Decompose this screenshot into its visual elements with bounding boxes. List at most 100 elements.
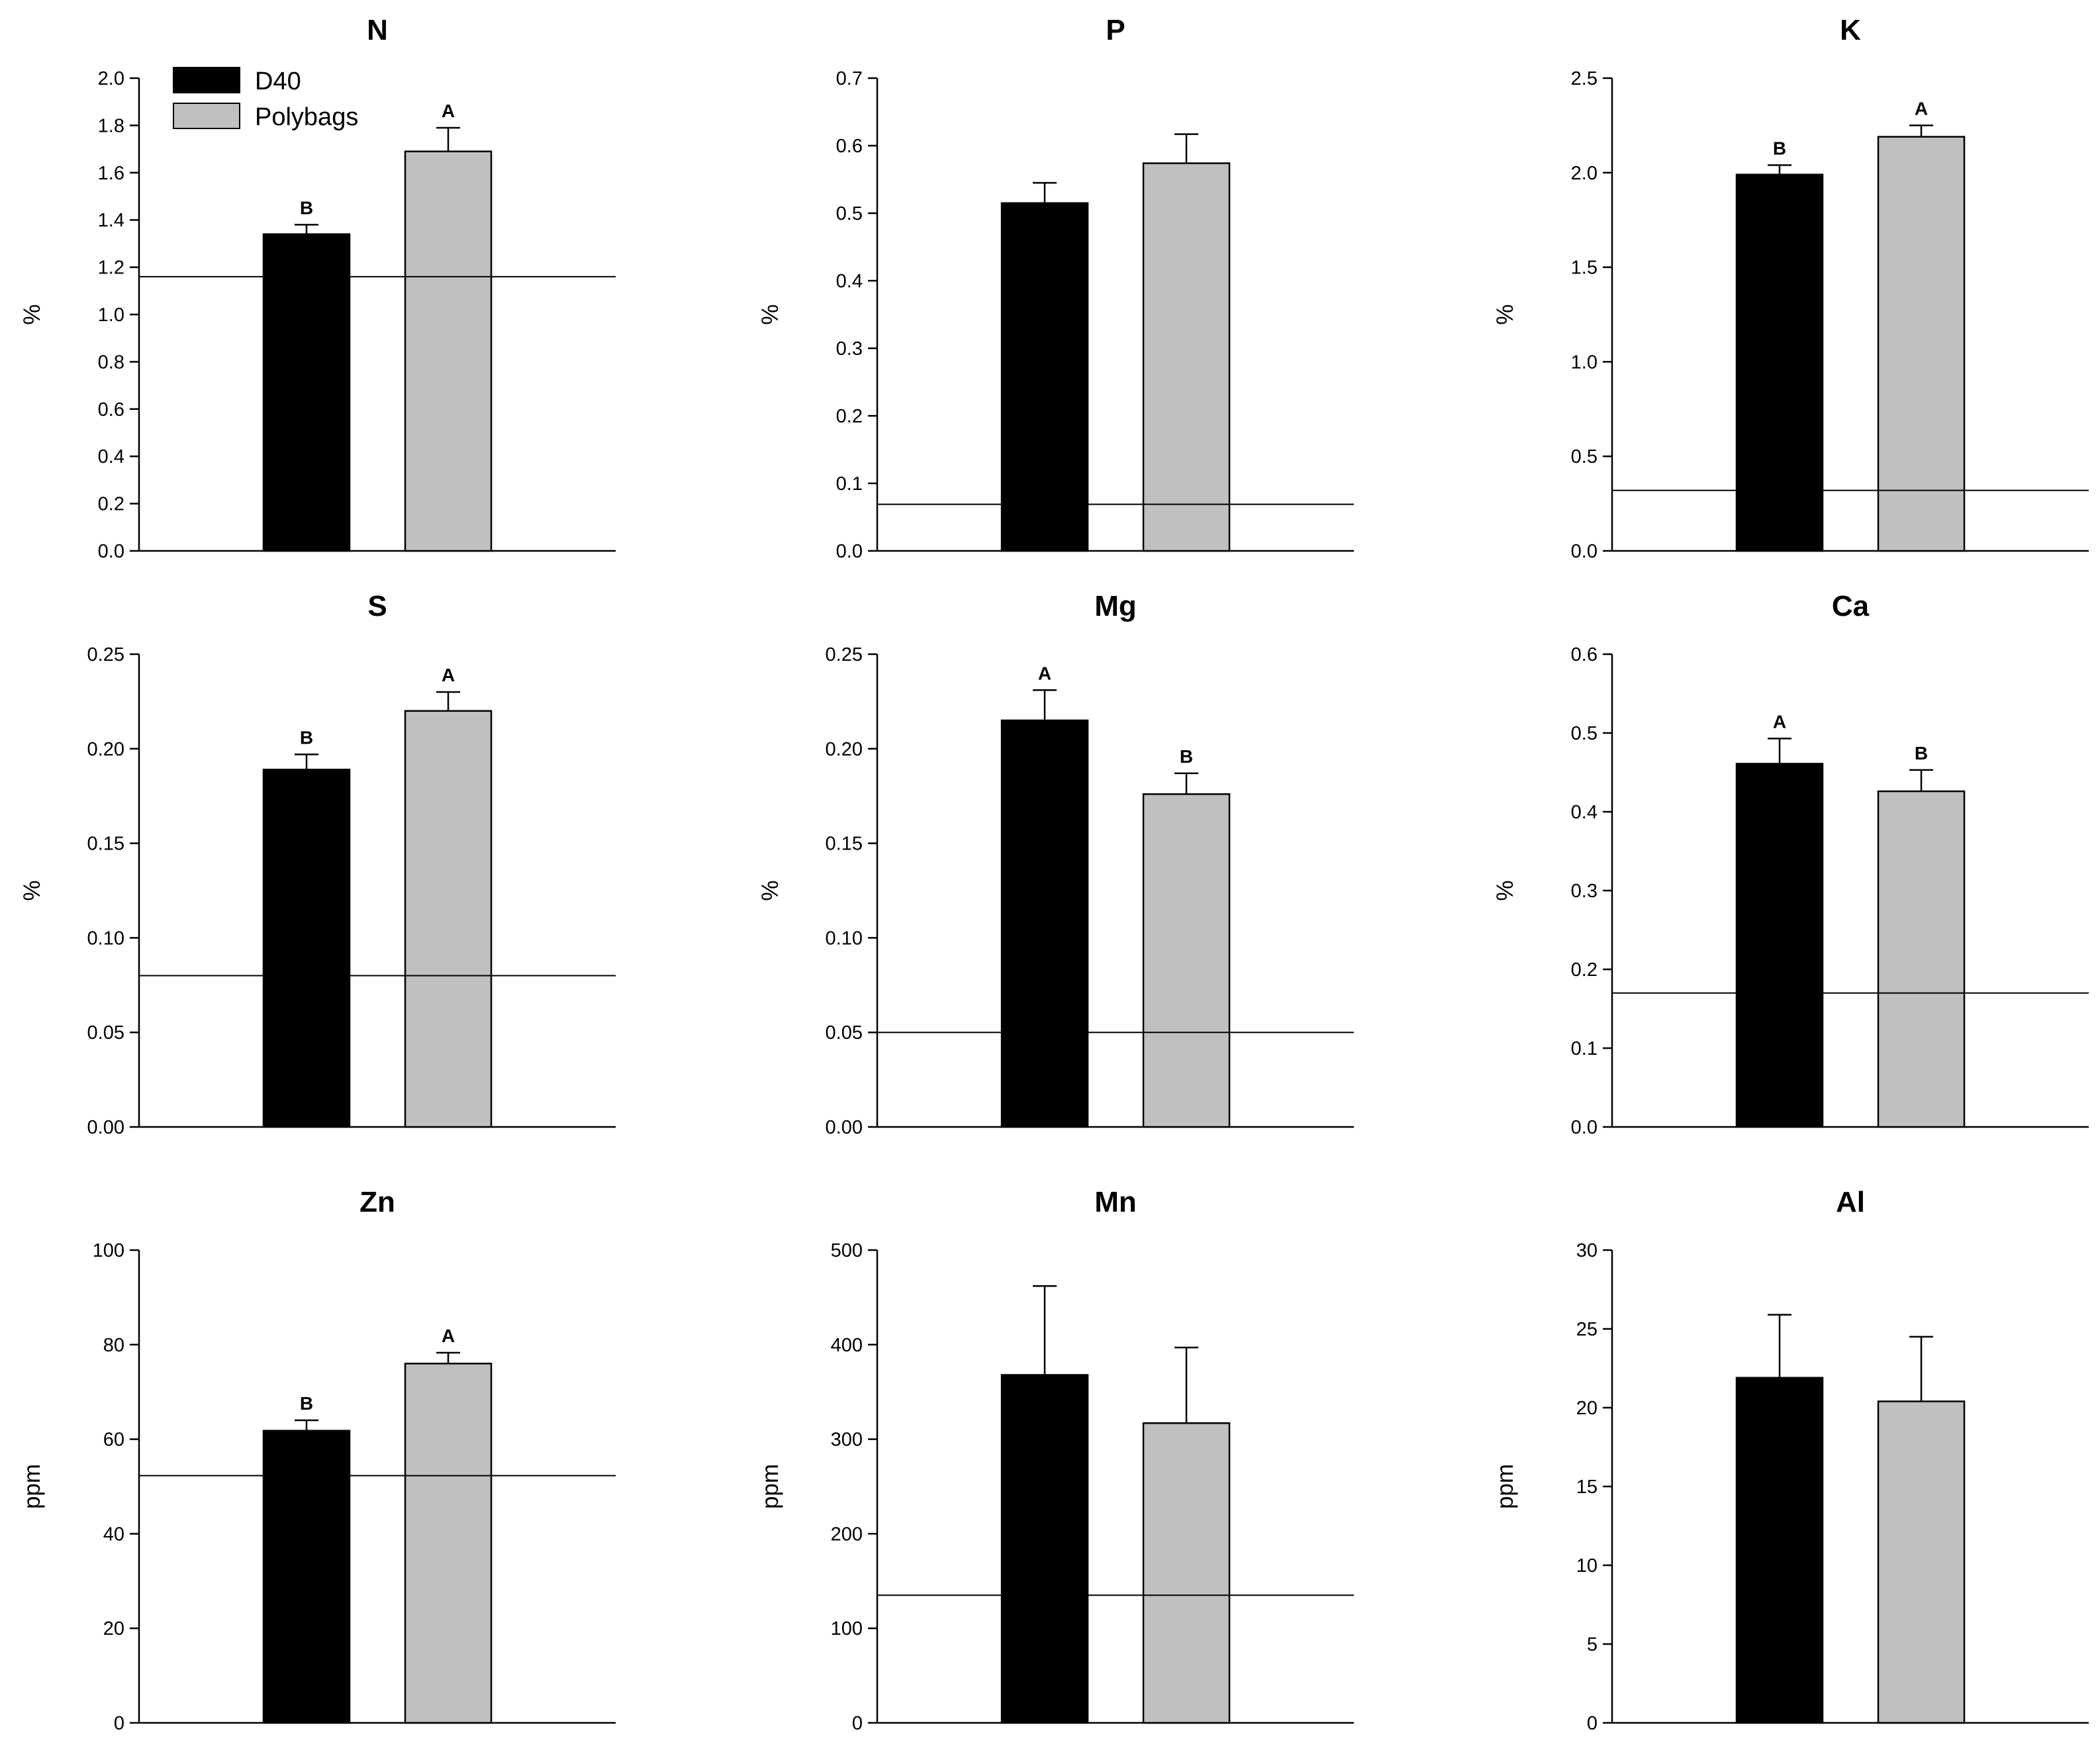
y-tick-label: 1.0 [98,305,124,326]
y-tick-label: 0.15 [826,834,863,855]
y-tick-label: 400 [831,1335,863,1356]
panel-title: S [367,590,387,622]
y-tick-label: 0.0 [1571,1117,1598,1138]
bar-polybags [1877,1400,1966,1724]
y-axis-label: ppm [757,1464,783,1509]
y-tick-label: 0.1 [836,473,863,495]
chart-panel-n: N% 0.0 0.2 0.4 0.6 0.8 1.0 1.2 1.4 1.6 1.8 2.0 B A [19,14,616,562]
bar-d40 [1735,173,1824,552]
bar-polybags [1142,793,1231,1128]
y-tick-label: 0.8 [98,352,124,373]
y-axis-label: ppm [19,1464,45,1509]
significance-letter-d40: B [300,197,313,218]
panel-title: P [1106,14,1125,46]
bar-d40 [1735,763,1824,1128]
y-tick-label: 0.2 [1571,959,1598,981]
y-tick-label: 0.10 [87,928,124,949]
y-tick-label: 25 [1576,1319,1598,1340]
y-tick-label: 0.6 [1571,644,1598,665]
y-tick-label: 2.0 [98,68,124,89]
y-axis-label: % [757,304,783,324]
panel-title: Zn [359,1186,395,1218]
y-tick-label: 1.0 [1571,352,1598,373]
bar-d40 [262,768,351,1128]
significance-letter-polybags: A [442,101,455,121]
panel-title: Al [1836,1186,1865,1218]
legend-swatch-d40 [173,67,240,93]
y-tick-label: 0.25 [87,644,124,665]
chart-panel-mn: Mn ppm 0 100 200 300 400 500 [757,1186,1354,1734]
y-tick-label: 1.5 [1571,258,1598,279]
chart-panel-mg: Mg% 0.00 0.05 0.10 0.15 0.20 0.25 A B [757,590,1354,1138]
y-tick-label: 0.6 [836,136,863,157]
y-tick-label: 1.6 [98,163,124,184]
y-axis-label: % [1492,880,1518,900]
bar-d40 [262,233,351,552]
significance-letter-polybags: A [1915,98,1928,119]
y-tick-label: 100 [831,1618,863,1639]
y-axis-label: % [757,880,783,900]
y-tick-label: 1.4 [98,210,124,231]
chart-panel-s: S% 0.00 0.05 0.10 0.15 0.20 0.25 B A [19,590,616,1138]
significance-letter-polybags: A [442,1326,455,1346]
y-tick-label: 200 [831,1524,863,1545]
significance-letter-d40: A [1773,711,1786,732]
y-tick-label: 0 [852,1713,863,1734]
y-tick-label: 0.00 [826,1117,863,1138]
y-tick-label: 1.8 [98,115,124,136]
y-tick-label: 2.5 [1571,68,1598,89]
y-tick-label: 1.2 [98,258,124,279]
bar-polybags [1877,790,1966,1128]
y-tick-label: 0.5 [1571,446,1598,467]
y-tick-label: 100 [93,1240,124,1261]
y-tick-label: 80 [103,1335,124,1356]
y-tick-label: 0.0 [836,541,863,562]
panel-title: N [367,14,388,46]
bar-d40 [1000,202,1089,552]
y-tick-label: 0.2 [98,494,124,515]
chart-panel-al: Al ppm 0 5 10 15 20 25 30 [1492,1186,2089,1734]
y-tick-label: 0.0 [1571,541,1598,562]
y-tick-label: 60 [103,1430,124,1451]
y-tick-label: 0.25 [826,644,863,665]
panel-title: K [1840,14,1861,46]
y-tick-label: 0.5 [836,203,863,224]
y-tick-label: 0 [1587,1713,1598,1734]
bar-polybags [1877,136,1966,552]
bar-polybags [1142,162,1231,552]
y-tick-label: 0.15 [87,834,124,855]
y-tick-label: 40 [103,1524,124,1545]
legend: D40 Polybags [173,67,358,131]
y-axis-label: ppm [1492,1464,1518,1509]
significance-letter-polybags: B [1180,746,1193,767]
y-tick-label: 0.4 [836,271,863,292]
y-tick-label: 2.0 [1571,163,1598,184]
y-tick-label: 500 [831,1240,863,1261]
significance-letter-polybags: A [442,665,455,685]
y-tick-label: 5 [1587,1634,1598,1655]
y-tick-label: 0.4 [98,446,124,467]
bar-d40 [262,1430,351,1724]
y-axis-label: % [19,304,45,324]
y-tick-label: 0.7 [836,68,863,89]
y-tick-label: 0.3 [1571,881,1598,902]
y-tick-label: 0.00 [87,1117,124,1138]
panel-title: Ca [1832,590,1870,622]
y-tick-label: 0.05 [87,1022,124,1044]
significance-letter-d40: B [1773,138,1786,158]
y-tick-label: 0.0 [98,541,124,562]
y-tick-label: 20 [103,1618,124,1639]
y-tick-label: 20 [1576,1398,1598,1419]
y-tick-label: 30 [1576,1240,1598,1261]
y-tick-label: 300 [831,1430,863,1451]
y-tick-label: 0.6 [98,399,124,420]
significance-letter-d40: B [300,727,313,748]
legend-label-polybags: Polybags [255,103,358,131]
significance-letter-polybags: B [1915,743,1928,763]
y-tick-label: 0.05 [826,1022,863,1044]
y-tick-label: 0.2 [836,406,863,427]
bar-polybags [1142,1422,1231,1724]
legend-swatch-polybags [173,103,240,129]
chart-panel-zn: Zn ppm 0 20 40 60 80 100 B A [19,1186,616,1734]
